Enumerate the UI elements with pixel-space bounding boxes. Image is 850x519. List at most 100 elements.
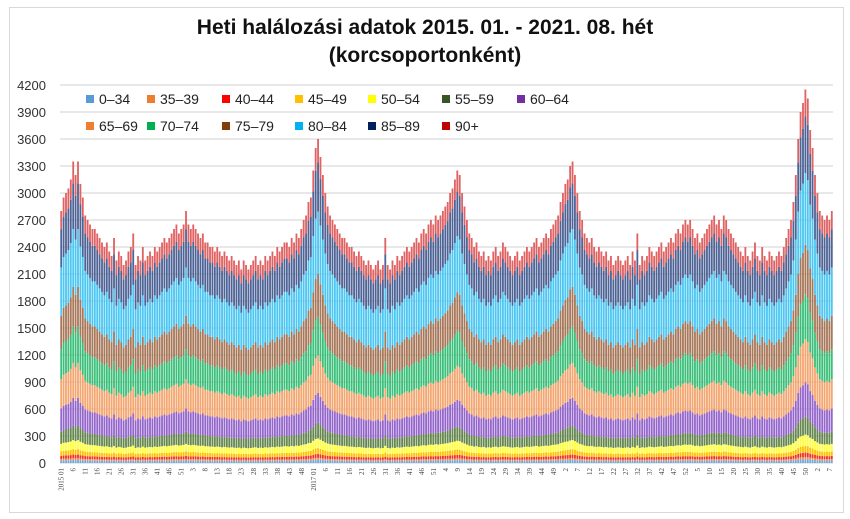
bar-segment <box>679 250 682 285</box>
bar-segment <box>477 251 480 267</box>
bar-segment <box>67 208 70 250</box>
bar-segment <box>206 242 209 259</box>
bar-segment <box>77 161 79 184</box>
bar-segment <box>343 435 346 446</box>
bar-segment <box>146 447 149 454</box>
bar-segment <box>453 401 456 428</box>
bar-segment <box>554 451 557 457</box>
bar-segment <box>514 270 516 303</box>
bar-segment <box>583 386 586 414</box>
bar-segment <box>156 436 159 447</box>
bar-segment <box>393 347 396 374</box>
bar-segment <box>360 369 363 395</box>
bar-segment <box>93 445 96 453</box>
bar-segment <box>175 224 178 242</box>
bar-segment <box>377 371 379 396</box>
bar-segment <box>682 383 684 412</box>
bar-segment <box>117 446 120 454</box>
bar-segment <box>518 437 521 448</box>
bar-segment <box>197 284 199 329</box>
bar-segment <box>319 454 322 459</box>
bar-segment <box>110 270 113 303</box>
bar-segment <box>538 446 540 454</box>
bar-segment <box>362 460 365 463</box>
bar-segment <box>201 413 204 435</box>
bar-segment <box>117 417 120 437</box>
bar-segment <box>221 459 223 461</box>
bar-segment <box>665 453 668 457</box>
bar-segment <box>309 458 312 461</box>
y-tick-label: 2100 <box>17 267 46 282</box>
bar-segment <box>372 454 375 458</box>
bar-segment <box>806 457 809 460</box>
bar-segment <box>794 175 797 196</box>
bar-segment <box>319 225 322 285</box>
bar-segment <box>79 460 82 463</box>
bar-segment <box>698 446 701 453</box>
bar-segment <box>180 385 183 413</box>
bar-segment <box>706 460 708 463</box>
bar-segment <box>691 245 694 282</box>
bar-segment <box>427 456 430 460</box>
legend-label: 45–49 <box>308 91 347 107</box>
bar-segment <box>429 456 432 460</box>
bar-segment <box>415 459 418 461</box>
bar-segment <box>321 294 324 333</box>
bar-segment <box>381 447 384 454</box>
bar-segment <box>811 448 814 455</box>
bar-segment <box>348 336 351 366</box>
bar-segment <box>489 260 492 276</box>
bar-segment <box>482 460 485 463</box>
bar-segment <box>598 459 600 461</box>
bar-segment <box>425 445 428 453</box>
bar-segment <box>235 438 238 448</box>
bar-segment <box>283 460 286 463</box>
bar-segment <box>758 460 761 463</box>
bar-segment <box>333 452 336 457</box>
bar-segment <box>415 445 418 453</box>
bar-segment <box>612 347 615 374</box>
bar-segment <box>583 456 586 460</box>
bar-segment <box>161 460 163 463</box>
bar-segment <box>607 305 610 345</box>
bar-segment <box>331 432 334 445</box>
bar-segment <box>110 418 113 438</box>
bar-segment <box>161 456 163 460</box>
bar-segment <box>605 457 608 460</box>
bar-segment <box>405 453 408 457</box>
bar-segment <box>653 447 656 454</box>
bar-segment <box>283 363 286 390</box>
bar-segment <box>350 295 353 337</box>
bar-segment <box>643 457 646 460</box>
bar-segment <box>398 457 401 460</box>
bar-segment <box>365 265 367 280</box>
bar-segment <box>756 459 759 461</box>
bar-segment <box>225 394 228 419</box>
bar-segment <box>422 245 425 282</box>
bar-segment <box>410 460 413 463</box>
bar-segment <box>439 451 442 457</box>
bar-segment <box>511 305 514 345</box>
bar-segment <box>653 302 656 343</box>
bar-segment <box>617 453 620 458</box>
bar-segment <box>648 336 651 366</box>
bar-segment <box>168 361 171 389</box>
bar-segment <box>115 260 118 276</box>
bar-segment <box>163 361 166 389</box>
bar-segment <box>610 342 612 370</box>
bar-segment <box>504 295 507 337</box>
bar-segment <box>526 456 528 460</box>
bar-segment <box>670 331 672 362</box>
bar-segment <box>504 262 507 296</box>
bar-segment <box>204 435 207 447</box>
bar-segment <box>458 458 461 461</box>
bar-segment <box>105 363 108 390</box>
bar-segment <box>802 300 804 344</box>
bar-segment <box>506 298 509 340</box>
bar-segment <box>732 388 735 415</box>
bar-segment <box>566 427 569 442</box>
bar-segment <box>751 459 754 461</box>
bar-segment <box>372 439 375 449</box>
bar-segment <box>473 391 476 417</box>
bar-segment <box>701 331 704 362</box>
